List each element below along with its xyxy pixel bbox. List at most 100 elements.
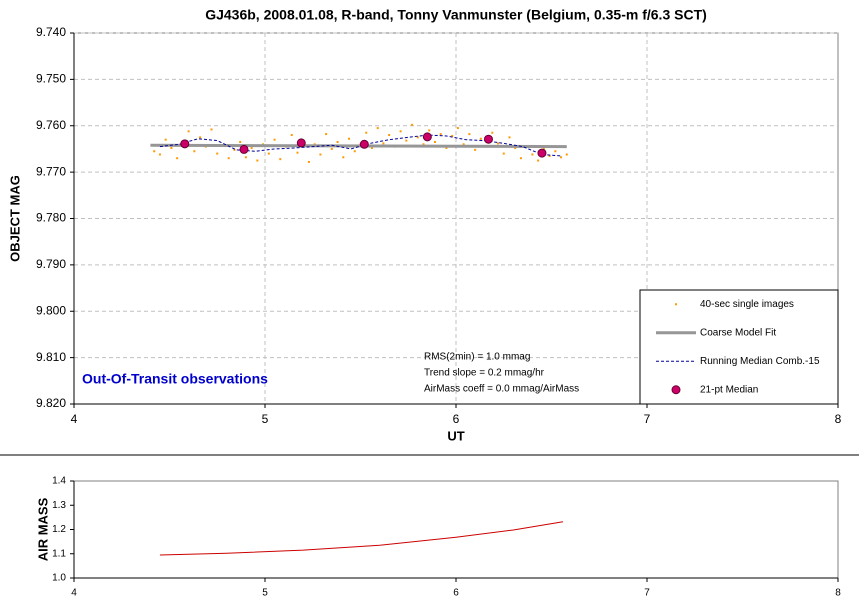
y-tick-label: 9.770: [36, 164, 66, 178]
y-tick-label: 1.0: [52, 573, 66, 584]
y-tick-label: 9.780: [36, 211, 66, 225]
median-point: [296, 138, 306, 148]
x-tick-label: 5: [262, 412, 269, 426]
series-line: [159, 134, 562, 157]
y-tick-label: 1.4: [52, 476, 66, 487]
y-tick-label: 9.760: [36, 118, 66, 132]
data-point: [227, 157, 230, 160]
data-point: [250, 147, 253, 150]
series-line: [159, 521, 564, 556]
data-point: [307, 160, 310, 163]
data-point: [153, 150, 156, 153]
annotation: AirMass coeff = 0.0 mmag/AirMass: [424, 384, 579, 395]
y-tick-label: 9.790: [36, 257, 66, 271]
annotation: Out-Of-Transit observations: [82, 371, 268, 387]
y-tick-label: 9.820: [36, 396, 66, 410]
data-point: [474, 148, 477, 151]
data-point: [370, 147, 373, 150]
data-point: [548, 154, 551, 157]
data-point: [279, 158, 282, 161]
data-point: [256, 159, 259, 162]
y-tick-label: 9.740: [36, 25, 66, 39]
data-point: [491, 131, 494, 134]
y-tick-label: 1.2: [52, 524, 66, 535]
data-point: [405, 139, 408, 142]
data-point: [273, 138, 276, 141]
annotation: Trend slope = 0.2 mmag/hr: [424, 368, 545, 379]
data-point: [216, 152, 219, 155]
data-point: [502, 152, 505, 155]
data-point: [158, 153, 161, 156]
data-point: [365, 131, 368, 134]
series-line: [150, 143, 567, 149]
data-point: [565, 153, 568, 156]
data-point: [531, 153, 534, 156]
legend-box: [639, 289, 839, 405]
y-tick-label: 9.750: [36, 72, 66, 86]
data-point: [170, 147, 173, 150]
x-tick-label: 7: [644, 412, 651, 426]
data-point: [508, 136, 511, 139]
x-tick-label: 5: [262, 588, 268, 599]
data-point: [176, 157, 179, 160]
data-point: [348, 137, 351, 140]
data-point: [433, 140, 436, 143]
median-point: [239, 144, 249, 154]
data-point: [342, 156, 345, 159]
data-point: [330, 147, 333, 150]
data-point: [554, 150, 557, 153]
legend-label: Coarse Model Fit: [700, 327, 776, 338]
data-point: [456, 127, 459, 130]
legend-marker: [671, 385, 681, 395]
x-tick-label: 6: [453, 588, 459, 599]
x-tick-label: 7: [644, 588, 650, 599]
y-tick-label: 9.800: [36, 303, 66, 317]
data-point: [479, 137, 482, 140]
data-point: [233, 148, 236, 151]
y-axis-label: AIR MASS: [35, 497, 50, 561]
x-tick-label: 4: [71, 588, 77, 599]
plot-area: [73, 480, 839, 579]
x-tick-label: 8: [835, 588, 841, 599]
chart-title: GJ436b, 2008.01.08, R-band, Tonny Vanmun…: [205, 7, 707, 23]
data-point: [439, 133, 442, 136]
median-point: [483, 134, 493, 144]
data-point: [422, 143, 425, 146]
x-axis-label: UT: [447, 428, 464, 443]
x-tick-label: 8: [835, 412, 842, 426]
y-tick-label: 1.1: [52, 548, 66, 559]
data-point: [560, 156, 563, 159]
annotation: RMS(2min) = 1.0 mmag: [424, 352, 530, 363]
data-point: [428, 129, 431, 132]
data-point: [319, 153, 322, 156]
data-point: [336, 140, 339, 143]
legend-marker: [675, 303, 677, 306]
data-point: [445, 147, 448, 150]
median-point: [359, 139, 369, 149]
data-point: [353, 150, 356, 153]
data-point: [164, 138, 167, 141]
data-point: [537, 159, 540, 162]
data-point: [451, 134, 454, 137]
data-point: [542, 147, 545, 150]
y-tick-label: 1.3: [52, 500, 66, 511]
data-point: [187, 130, 190, 133]
x-tick-label: 4: [71, 412, 78, 426]
y-tick-label: 9.810: [36, 350, 66, 364]
data-point: [193, 150, 196, 153]
data-point: [388, 134, 391, 137]
legend-label: 21-pt Median: [700, 384, 758, 395]
data-point: [290, 134, 293, 137]
data-point: [296, 151, 299, 154]
data-point: [376, 127, 379, 130]
data-point: [244, 156, 247, 159]
y-axis-label: OBJECT MAG: [7, 175, 22, 262]
data-point: [199, 136, 202, 139]
data-point: [462, 143, 465, 146]
data-point: [519, 157, 522, 160]
data-point: [411, 123, 414, 126]
legend-label: Running Median Comb.-15: [700, 356, 820, 367]
data-point: [239, 140, 242, 143]
data-point: [416, 136, 419, 139]
